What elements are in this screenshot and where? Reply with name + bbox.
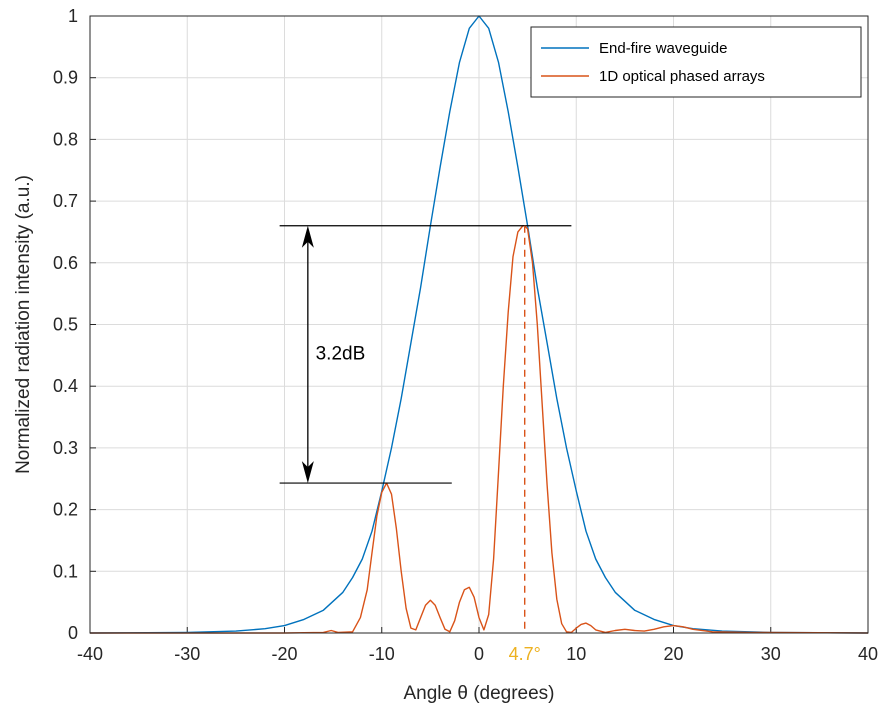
x-axis-label: Angle θ (degrees) xyxy=(403,683,554,704)
y-tick-label: 0.1 xyxy=(53,561,78,581)
dB-arrow-head-bottom xyxy=(301,461,314,484)
x-tick-label: 10 xyxy=(566,644,586,664)
y-tick-label: 0.3 xyxy=(53,438,78,458)
y-tick-label: 0.2 xyxy=(53,500,78,520)
legend-box xyxy=(530,26,862,98)
x-tick-label: 20 xyxy=(663,644,683,664)
y-tick-label: 0.4 xyxy=(53,376,78,396)
x-axis-ticks: -40 -30 -20 -10 0 10 20 30 40 xyxy=(77,627,878,664)
x-tick-label: 40 xyxy=(858,644,878,664)
y-tick-label: 0.5 xyxy=(53,315,78,335)
plot-border xyxy=(89,15,869,634)
y-tick-label: 0.6 xyxy=(53,253,78,273)
x-tick-label: -10 xyxy=(369,644,395,664)
legend-label-2: 1D optical phased arrays xyxy=(599,68,765,85)
dB-label: 3.2dB xyxy=(316,343,366,364)
dB-arrow-head-top xyxy=(301,225,314,248)
peak-angle-label: 4.7° xyxy=(509,644,541,664)
series-line-2 xyxy=(90,225,869,634)
legend-label-1: End-fire waveguide xyxy=(599,40,727,57)
y-axis-label: Normalized radiation intensity (a.u.) xyxy=(13,175,34,474)
y-tick-label: 0.9 xyxy=(53,68,78,88)
x-tick-label: -40 xyxy=(77,644,103,664)
legend: End-fire waveguide 1D optical phased arra… xyxy=(530,26,862,98)
x-tick-label: 30 xyxy=(761,644,781,664)
annotations: 3.2dB 4.7° xyxy=(279,225,572,664)
y-tick-label: 1 xyxy=(68,6,78,26)
x-tick-label: 0 xyxy=(474,644,484,664)
x-tick-label: -20 xyxy=(271,644,297,664)
y-tick-label: 0 xyxy=(68,623,78,643)
y-tick-label: 0.7 xyxy=(53,191,78,211)
x-tick-label: -30 xyxy=(174,644,200,664)
y-tick-label: 0.8 xyxy=(53,129,78,149)
y-axis-ticks: 0 0.1 0.2 0.3 0.4 0.5 0.6 0.7 0.8 0.9 1 xyxy=(53,6,96,643)
